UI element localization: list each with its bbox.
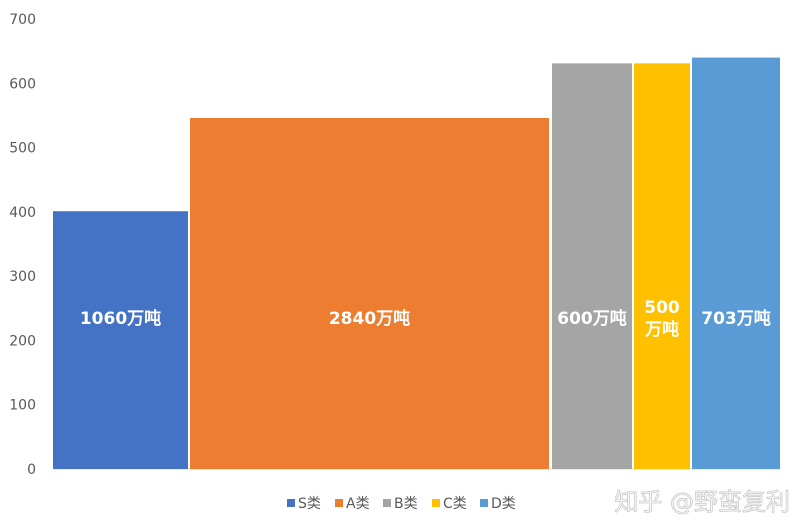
- y-tick-label: 500: [9, 141, 36, 157]
- legend-label-s: S类: [298, 496, 321, 512]
- legend-swatch-c: [432, 499, 440, 507]
- bars-group: 1060万吨 2840万吨 600万吨 500 万吨 703万吨: [53, 57, 780, 469]
- legend-swatch-b: [383, 499, 391, 507]
- y-tick-label: 200: [9, 333, 36, 349]
- y-tick-label: 400: [9, 205, 36, 221]
- bar-data-label-c: 500 万吨: [644, 298, 680, 340]
- legend-label-c: C类: [443, 496, 467, 512]
- y-tick-label: 100: [9, 398, 36, 414]
- legend-label-d: D类: [491, 496, 516, 512]
- legend-swatch-a: [335, 499, 343, 507]
- y-tick-label: 0: [27, 462, 36, 478]
- legend-label-a: A类: [346, 496, 370, 512]
- watermark: 知乎 @野蛮复利: [614, 488, 790, 516]
- bar-a: [190, 118, 549, 469]
- bar-data-label-a: 2840万吨: [329, 308, 410, 329]
- legend: S类 A类 B类 C类 D类: [287, 496, 516, 512]
- bar-data-label-s: 1060万吨: [80, 308, 161, 329]
- bar-d: [692, 57, 780, 469]
- bar-data-label-d: 703万吨: [701, 308, 771, 329]
- bar-b: [552, 63, 632, 469]
- legend-swatch-s: [287, 499, 295, 507]
- legend-label-b: B类: [394, 496, 418, 512]
- legend-swatch-d: [480, 499, 488, 507]
- y-tick-label: 700: [9, 12, 36, 28]
- y-tick-label: 600: [9, 76, 36, 92]
- bar-data-label-b: 600万吨: [557, 308, 627, 329]
- y-tick-label: 300: [9, 269, 36, 285]
- bar-s: [53, 211, 188, 469]
- bar-c: [634, 63, 690, 469]
